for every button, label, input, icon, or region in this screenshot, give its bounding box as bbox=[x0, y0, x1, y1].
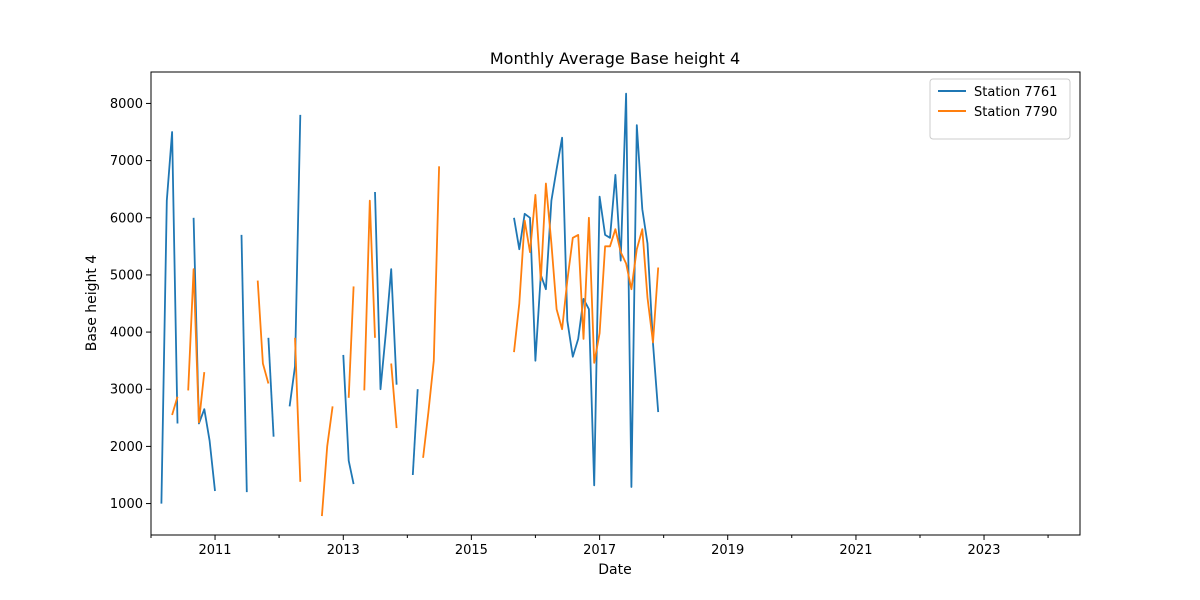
y-tick-label: 1000 bbox=[110, 497, 143, 512]
series-line-1 bbox=[411, 389, 419, 476]
legend: Station 7761 Station 7790 bbox=[929, 78, 1071, 140]
series-line-2 bbox=[256, 280, 270, 384]
series-line-1 bbox=[374, 191, 398, 391]
y-tick-label: 6000 bbox=[110, 211, 143, 226]
series-line-1 bbox=[160, 131, 179, 504]
y-tick-label: 8000 bbox=[110, 97, 143, 112]
series-line-1 bbox=[240, 234, 248, 493]
x-tick-label: 2017 bbox=[583, 543, 616, 558]
series-line-2 bbox=[422, 166, 440, 458]
x-tick-label: 2021 bbox=[839, 543, 872, 558]
series-line-1 bbox=[342, 354, 355, 485]
legend-label: Station 7761 bbox=[974, 85, 1057, 100]
y-tick-label: 7000 bbox=[110, 154, 143, 169]
series-line-2 bbox=[294, 337, 302, 482]
y-tick-label: 5000 bbox=[110, 268, 143, 283]
x-tick-label: 2015 bbox=[455, 543, 488, 558]
y-tick-label: 3000 bbox=[110, 383, 143, 398]
series-line-1 bbox=[267, 337, 275, 437]
series-line-2 bbox=[171, 396, 179, 416]
series-line-2 bbox=[347, 286, 355, 398]
y-tick-label: 2000 bbox=[110, 440, 143, 455]
series-line-2 bbox=[390, 363, 398, 429]
y-tick-label: 4000 bbox=[110, 326, 143, 341]
x-axis-label: Date bbox=[598, 562, 631, 578]
series-line-1 bbox=[513, 92, 660, 488]
series-line-1 bbox=[288, 114, 302, 407]
series-line-2 bbox=[321, 406, 334, 517]
series-line-2 bbox=[363, 199, 376, 391]
legend-box bbox=[929, 78, 1071, 140]
series-line-2 bbox=[187, 268, 206, 424]
series-line-2 bbox=[513, 182, 660, 364]
x-tick-label: 2023 bbox=[967, 543, 1000, 558]
plot-lines bbox=[160, 92, 660, 517]
axes: 2011 2013 2015 2017 2019 2021 2023 1000 2000 3000… bbox=[110, 97, 1049, 558]
legend-label: Station 7790 bbox=[974, 105, 1057, 120]
x-tick-label: 2013 bbox=[327, 543, 360, 558]
x-tick-label: 2019 bbox=[711, 543, 744, 558]
plot-frame bbox=[150, 71, 1081, 536]
y-axis-label: Base height 4 bbox=[84, 255, 100, 352]
chart-title: Monthly Average Base height 4 bbox=[490, 49, 740, 68]
x-tick-label: 2011 bbox=[198, 543, 231, 558]
